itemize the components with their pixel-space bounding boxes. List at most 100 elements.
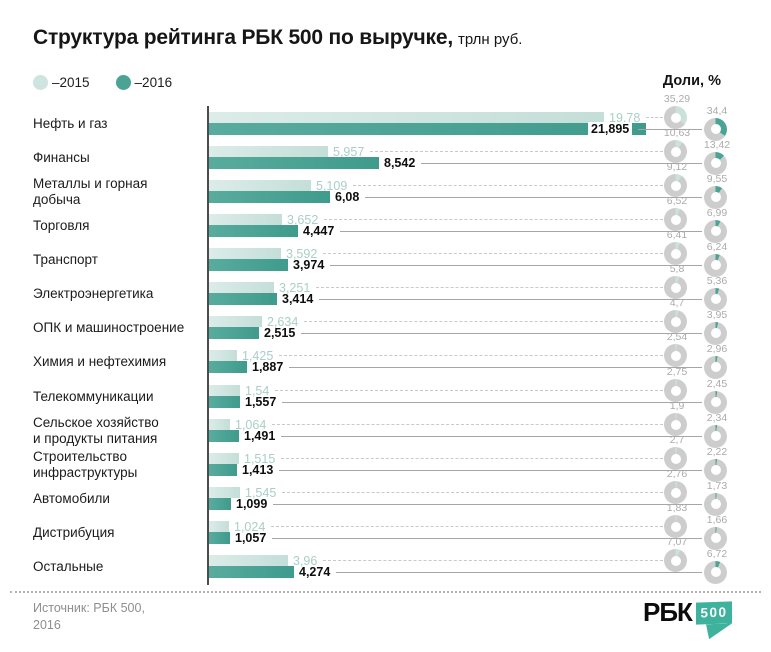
share-label-2016: 2,22 xyxy=(706,445,728,458)
share-donut-2015-icon xyxy=(664,549,687,572)
bar-2015 xyxy=(209,521,229,532)
category-label: Электроэнергетика xyxy=(33,285,154,301)
chart-row: Торговля 3,652 4,447 6,52 6,99 xyxy=(0,196,771,243)
share-donut-2016-icon xyxy=(704,560,727,584)
bar-lane-2016: 1,099 xyxy=(209,498,703,510)
bar-2016 xyxy=(209,225,298,237)
leader-line-2016 xyxy=(282,401,702,403)
leader-line-2016 xyxy=(319,298,702,300)
legend-swatch-2016-icon xyxy=(115,75,131,90)
leader-line-2016 xyxy=(279,469,702,471)
share-donut-2016-icon xyxy=(704,526,727,550)
value-label-2016: 1,057 xyxy=(235,531,267,545)
legend: –2015 –2016 xyxy=(33,75,172,90)
chart-row: Финансы 5,957 8,542 10,63 13,42 xyxy=(0,128,771,175)
bar-lane-2016: 1,057 xyxy=(209,532,703,544)
chart-row: Строительство инфраструктуры 1,515 1,413… xyxy=(0,435,771,482)
chart-row: Электроэнергетика 3,251 3,414 5,8 5,36 xyxy=(0,264,771,311)
share-label-2016: 2,34 xyxy=(706,411,728,424)
share-donut-2015-icon xyxy=(664,174,687,197)
category-label: Сельское хозяйство и продукты питания xyxy=(33,414,159,446)
chart-row: Химия и нефтехимия 1,425 1,887 2,54 2,96 xyxy=(0,332,771,379)
legend-swatch-2015-icon xyxy=(33,75,48,90)
value-label-2015: 19,78 xyxy=(609,110,641,125)
legend-label-2016: –2016 xyxy=(134,75,173,90)
value-label-2015: 5,957 xyxy=(333,144,365,159)
share-label-2016: 2,96 xyxy=(706,342,728,355)
leader-line-2015 xyxy=(271,526,663,527)
value-label-2015: 3,96 xyxy=(293,553,318,568)
bar-lane-2016: 3,974 xyxy=(209,259,703,271)
bar-2016 xyxy=(209,498,231,510)
value-label-2015: 3,251 xyxy=(279,280,311,295)
share-label-2015: 1,83 xyxy=(666,502,688,514)
bar-2016 xyxy=(209,157,379,169)
chart-row: Остальные 3,96 4,274 7,07 6,72 xyxy=(0,537,771,584)
share-label-2015: 1,9 xyxy=(669,400,685,412)
value-label-2015: 1,064 xyxy=(235,417,267,432)
share-donut-2015-icon xyxy=(664,379,687,402)
leader-line-2015 xyxy=(275,390,663,391)
bar-lane-2015: 3,652 xyxy=(209,212,703,227)
legend-item-2016: –2016 xyxy=(115,75,173,90)
bar-2015 xyxy=(209,112,604,123)
leader-line-2015 xyxy=(281,458,663,459)
bar-2015 xyxy=(209,248,281,259)
bar-lane-2016: 6,08 xyxy=(209,191,703,203)
chart-row: Автомобили 1,545 1,099 2,76 1,73 xyxy=(0,469,771,516)
bar-2015 xyxy=(209,453,239,464)
chart-row: Телекоммуникации 1,54 1,557 2,75 2,45 xyxy=(0,367,771,414)
bar-lane-2016: 1,557 xyxy=(209,396,703,408)
value-label-2015: 1,54 xyxy=(245,383,270,398)
leader-line-2016 xyxy=(330,264,702,266)
value-label-2016: 1,413 xyxy=(242,463,274,477)
bar-2016 xyxy=(209,327,259,339)
share-donut-2016-icon xyxy=(704,219,727,243)
bar-lane-2016: 3,414 xyxy=(209,293,703,305)
share-donut-2015-icon xyxy=(664,447,687,470)
share-label-2016: 6,99 xyxy=(706,206,728,219)
bar-2015 xyxy=(209,146,328,157)
bar-lane-2015: 19,78 xyxy=(209,110,703,125)
share-donut-2016-icon xyxy=(704,458,727,482)
value-label-2015: 3,592 xyxy=(286,246,318,261)
value-label-2016: 4,274 xyxy=(299,565,331,579)
category-label: Автомобили xyxy=(33,490,110,506)
category-label: Нефть и газ xyxy=(33,115,108,131)
share-label-2015: 2,54 xyxy=(666,331,688,343)
share-donut-2015-icon xyxy=(664,481,687,504)
bar-2015 xyxy=(209,385,240,396)
share-donut-2015-icon xyxy=(664,413,687,436)
bar-2016 xyxy=(209,123,646,135)
value-label-2015: 3,652 xyxy=(287,212,319,227)
chart-row: ОПК и машиностроение 2,634 2,515 4,7 3,9… xyxy=(0,298,771,345)
share-label-2016: 6,24 xyxy=(706,240,728,253)
value-label-2016: 1,099 xyxy=(236,497,268,511)
bar-2015 xyxy=(209,419,230,430)
share-donut-2016-icon xyxy=(704,185,727,209)
leader-line-2015 xyxy=(282,492,663,493)
share-label-2016: 3,95 xyxy=(706,308,728,321)
share-label-2016: 6,72 xyxy=(706,547,728,560)
leader-line-2016 xyxy=(281,435,702,437)
share-label-2016: 2,45 xyxy=(706,377,728,390)
bar-2016 xyxy=(209,191,330,203)
bar-2016 xyxy=(209,396,240,408)
bar-2015 xyxy=(209,180,311,191)
bar-lane-2016: 4,274 xyxy=(209,566,703,578)
bar-2015 xyxy=(209,555,288,566)
leader-line-2015 xyxy=(323,253,663,254)
bar-lane-2015: 1,515 xyxy=(209,452,703,465)
share-donut-2015-icon xyxy=(664,140,687,163)
value-label-2016: 2,515 xyxy=(264,326,296,340)
leader-line-2016 xyxy=(289,366,702,368)
share-label-2015: 9,12 xyxy=(666,161,688,173)
rbc500-logo: РБК 500 xyxy=(643,599,732,624)
title-unit: трлн руб. xyxy=(457,31,523,48)
bar-lane-2016: 1,491 xyxy=(209,430,703,442)
bar-lane-2015: 1,425 xyxy=(209,349,703,362)
value-label-2016: 3,414 xyxy=(282,292,314,306)
leader-line-2016 xyxy=(421,162,702,164)
